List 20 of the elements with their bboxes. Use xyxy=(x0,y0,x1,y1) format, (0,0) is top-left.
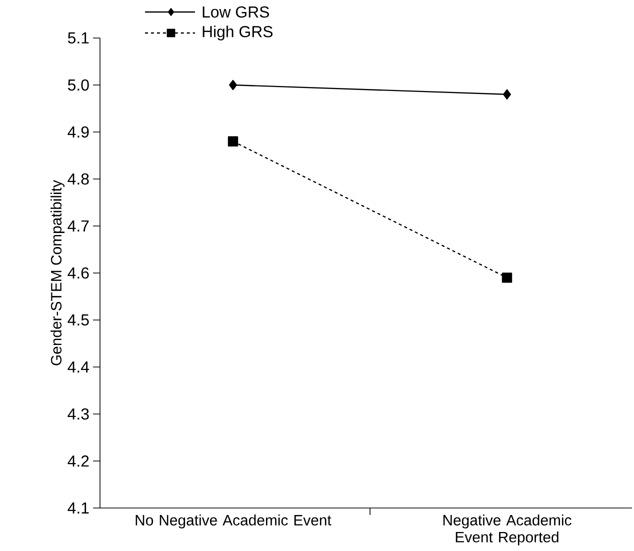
y-tick-label: 4.3 xyxy=(68,408,89,420)
y-tick-label: 4.9 xyxy=(68,126,89,138)
point xyxy=(228,136,238,146)
legend-label: High GRS xyxy=(202,26,273,40)
y-tick-label: 5.0 xyxy=(68,79,89,91)
y-tick-label: 4.4 xyxy=(68,362,90,372)
y-tick-label: 4.5 xyxy=(68,314,89,326)
y-tick-label: 5.1 xyxy=(68,32,89,44)
point xyxy=(502,272,512,283)
y-tick-label: 4.7 xyxy=(68,220,89,232)
y-tick-label: 4.6 xyxy=(68,267,89,279)
y-axis-title: Gender-STEM Compatibility xyxy=(50,180,64,366)
legend-label: Low GRS xyxy=(202,6,269,18)
x-tick-label: Negative Academic Event Reported xyxy=(443,514,572,546)
point xyxy=(229,80,237,90)
x-tick-label: No Negative Academic Event xyxy=(136,514,332,528)
y-tick-label: 4.1 xyxy=(68,502,89,514)
point xyxy=(503,89,511,100)
y-tick-label: 4.2 xyxy=(68,455,89,467)
y-tick-label: 4.8 xyxy=(68,173,89,185)
